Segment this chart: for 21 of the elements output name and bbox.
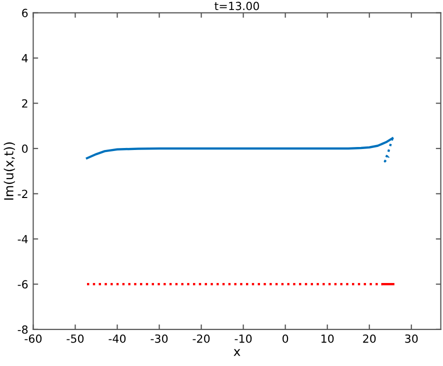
x-tick-label: -30 [150, 334, 168, 343]
x-tick-label: -10 [234, 334, 252, 343]
y-axis-title: Im(u(x,t)) [4, 142, 15, 200]
y-tick-label: -8 [18, 325, 28, 334]
x-tick-label: 10 [321, 334, 334, 343]
x-tick-label: -60 [24, 334, 42, 343]
y-tick-label: 4 [22, 54, 28, 62]
x-axis-title: x [234, 349, 240, 356]
y-tick-label: -2 [18, 190, 28, 198]
y-tick-label: 0 [22, 144, 28, 153]
x-tick-label: 20 [363, 334, 376, 343]
x-tick-label: 30 [405, 334, 418, 343]
y-tick-label: -4 [18, 235, 28, 244]
x-tick-label: -50 [66, 334, 84, 343]
y-tick-label: 6 [22, 8, 28, 18]
x-tick-label: -40 [108, 334, 126, 343]
x-tick-label: -20 [192, 334, 210, 343]
chart-title: t=13.00 [214, 2, 260, 10]
y-tick-label: 2 [22, 99, 28, 108]
y-tick-label: -6 [18, 280, 28, 289]
x-tick-label: 0 [282, 334, 288, 343]
